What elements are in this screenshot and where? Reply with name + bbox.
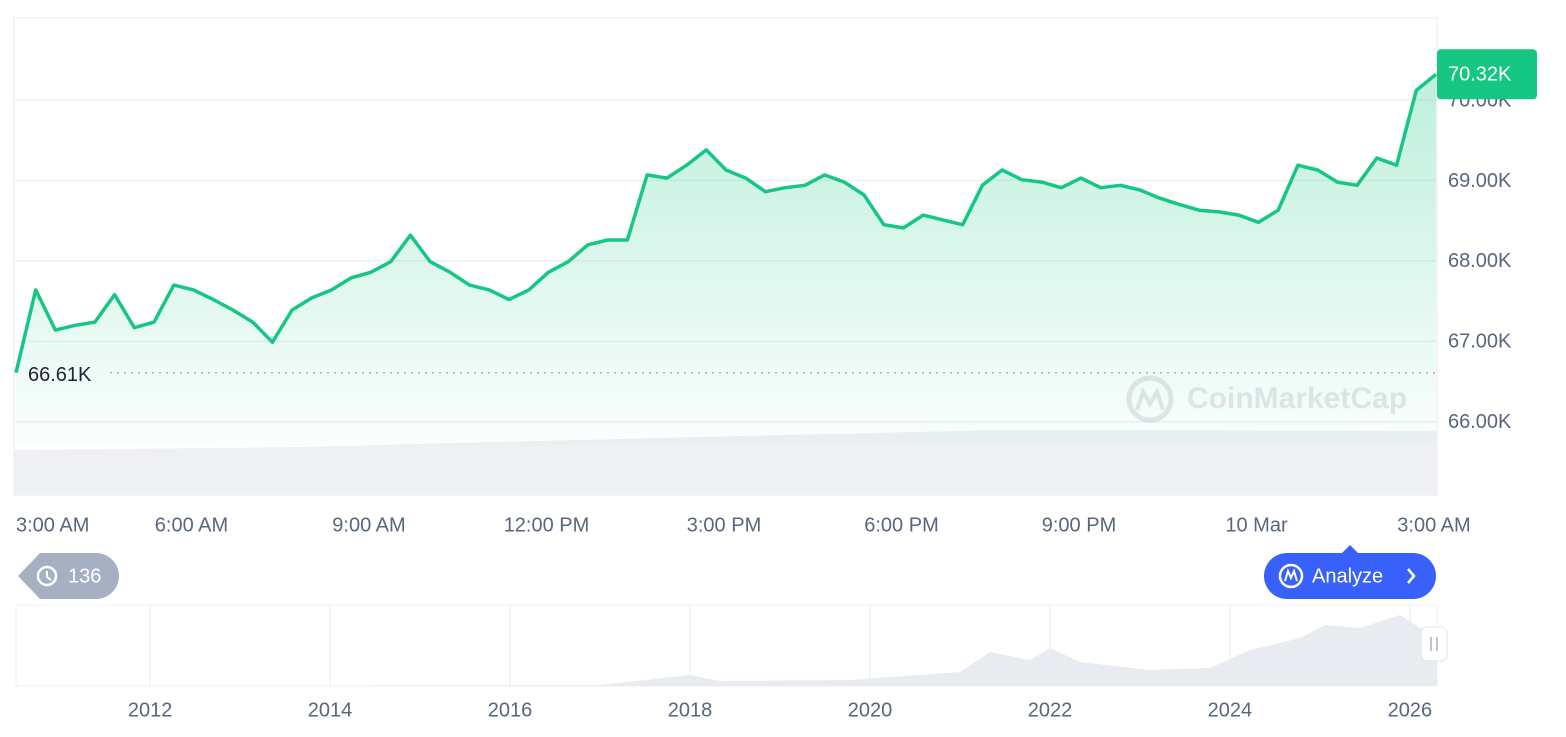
price-badge-label: 70.32K xyxy=(1448,64,1512,86)
clock-icon xyxy=(36,565,58,587)
price-line xyxy=(14,72,1438,374)
volume-band xyxy=(14,430,1437,495)
history-badge[interactable]: 136 xyxy=(18,553,119,599)
x-tick-label: 9:00 AM xyxy=(332,514,405,536)
y-tick-label: 66.00K xyxy=(1448,411,1512,433)
handle-grip xyxy=(1430,637,1438,651)
price-badge xyxy=(1437,49,1537,100)
navigator-tick-label: 2018 xyxy=(668,699,713,721)
x-tick-label: 6:00 PM xyxy=(864,514,938,536)
area xyxy=(16,74,1436,446)
analyze-button-bg[interactable] xyxy=(1264,553,1436,599)
watermark: CoinMarketCap xyxy=(1126,375,1407,423)
y-tick-label: 68.00K xyxy=(1448,250,1512,272)
y-tick-label: 67.00K xyxy=(1448,331,1512,353)
navigator-tick-label: 2020 xyxy=(848,699,893,721)
navigator-handle[interactable] xyxy=(1420,626,1448,662)
watermark-text: CoinMarketCap xyxy=(1187,382,1407,415)
analyze-label[interactable]: Analyze xyxy=(1312,565,1383,587)
x-tick-label: 3:00 AM xyxy=(16,514,89,536)
analyze-icon xyxy=(1278,563,1304,589)
y-tick-label: 69.00K xyxy=(1448,170,1512,192)
navigator-tick-label: 2014 xyxy=(308,699,353,721)
navigator-tick-label: 2024 xyxy=(1208,699,1253,721)
navigator-area xyxy=(16,615,1437,686)
x-tick-label: 12:00 PM xyxy=(504,514,590,536)
x-tick-label: 6:00 AM xyxy=(155,514,228,536)
button-pointer xyxy=(1342,545,1358,553)
navigator-tick-label: 2022 xyxy=(1028,699,1073,721)
history-badge-bg[interactable] xyxy=(18,553,119,599)
x-tick-label: 3:00 PM xyxy=(687,514,761,536)
x-tick-label: 3:00 AM xyxy=(1397,514,1470,536)
chevron xyxy=(1407,568,1416,584)
analyze-icon-m xyxy=(1284,568,1298,582)
analyze-button[interactable]: Analyze xyxy=(1264,545,1436,599)
clock-hand xyxy=(46,571,52,581)
navigator-tick-label: 2016 xyxy=(488,699,533,721)
navigator-tick-label: 2012 xyxy=(128,699,173,721)
handle[interactable] xyxy=(1420,626,1448,662)
navigator-tick-label: 2026 xyxy=(1388,699,1433,721)
x-tick-label: 10 Mar xyxy=(1225,514,1288,536)
x-tick-label: 9:00 PM xyxy=(1042,514,1116,536)
reference-label: 66.61K xyxy=(28,364,92,386)
history-count: 136 xyxy=(68,565,101,587)
